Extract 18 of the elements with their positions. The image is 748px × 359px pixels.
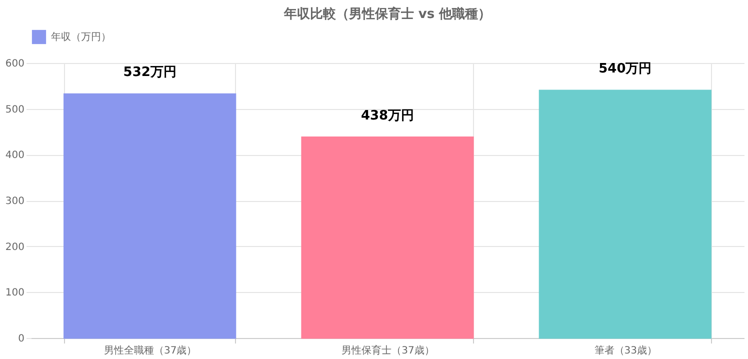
chart-title: 年収比較（男性保育士 vs 他職種）: [282, 6, 492, 22]
y-tick-label: 0: [18, 334, 24, 344]
y-tick-label: 100: [5, 288, 24, 299]
x-tick-label: 男性保育士（37歳）: [342, 344, 434, 356]
y-tick-label: 400: [5, 150, 24, 162]
bar: [301, 136, 474, 339]
y-tick-label: 300: [5, 196, 24, 207]
y-tick-label: 200: [5, 242, 24, 253]
bar: [64, 93, 236, 339]
y-tick-label: 500: [5, 104, 24, 116]
data-label: 540万円: [598, 62, 652, 76]
y-tick-label: 600: [5, 58, 24, 70]
data-label: 532万円: [123, 65, 176, 80]
x-tick-label: 筆者（33歳）: [594, 344, 658, 356]
legend-label: 年収（万円）: [51, 31, 111, 43]
data-label: 438万円: [360, 108, 414, 124]
bar: [538, 90, 712, 339]
x-tick-label: 男性全職種（37歳）: [104, 344, 197, 356]
